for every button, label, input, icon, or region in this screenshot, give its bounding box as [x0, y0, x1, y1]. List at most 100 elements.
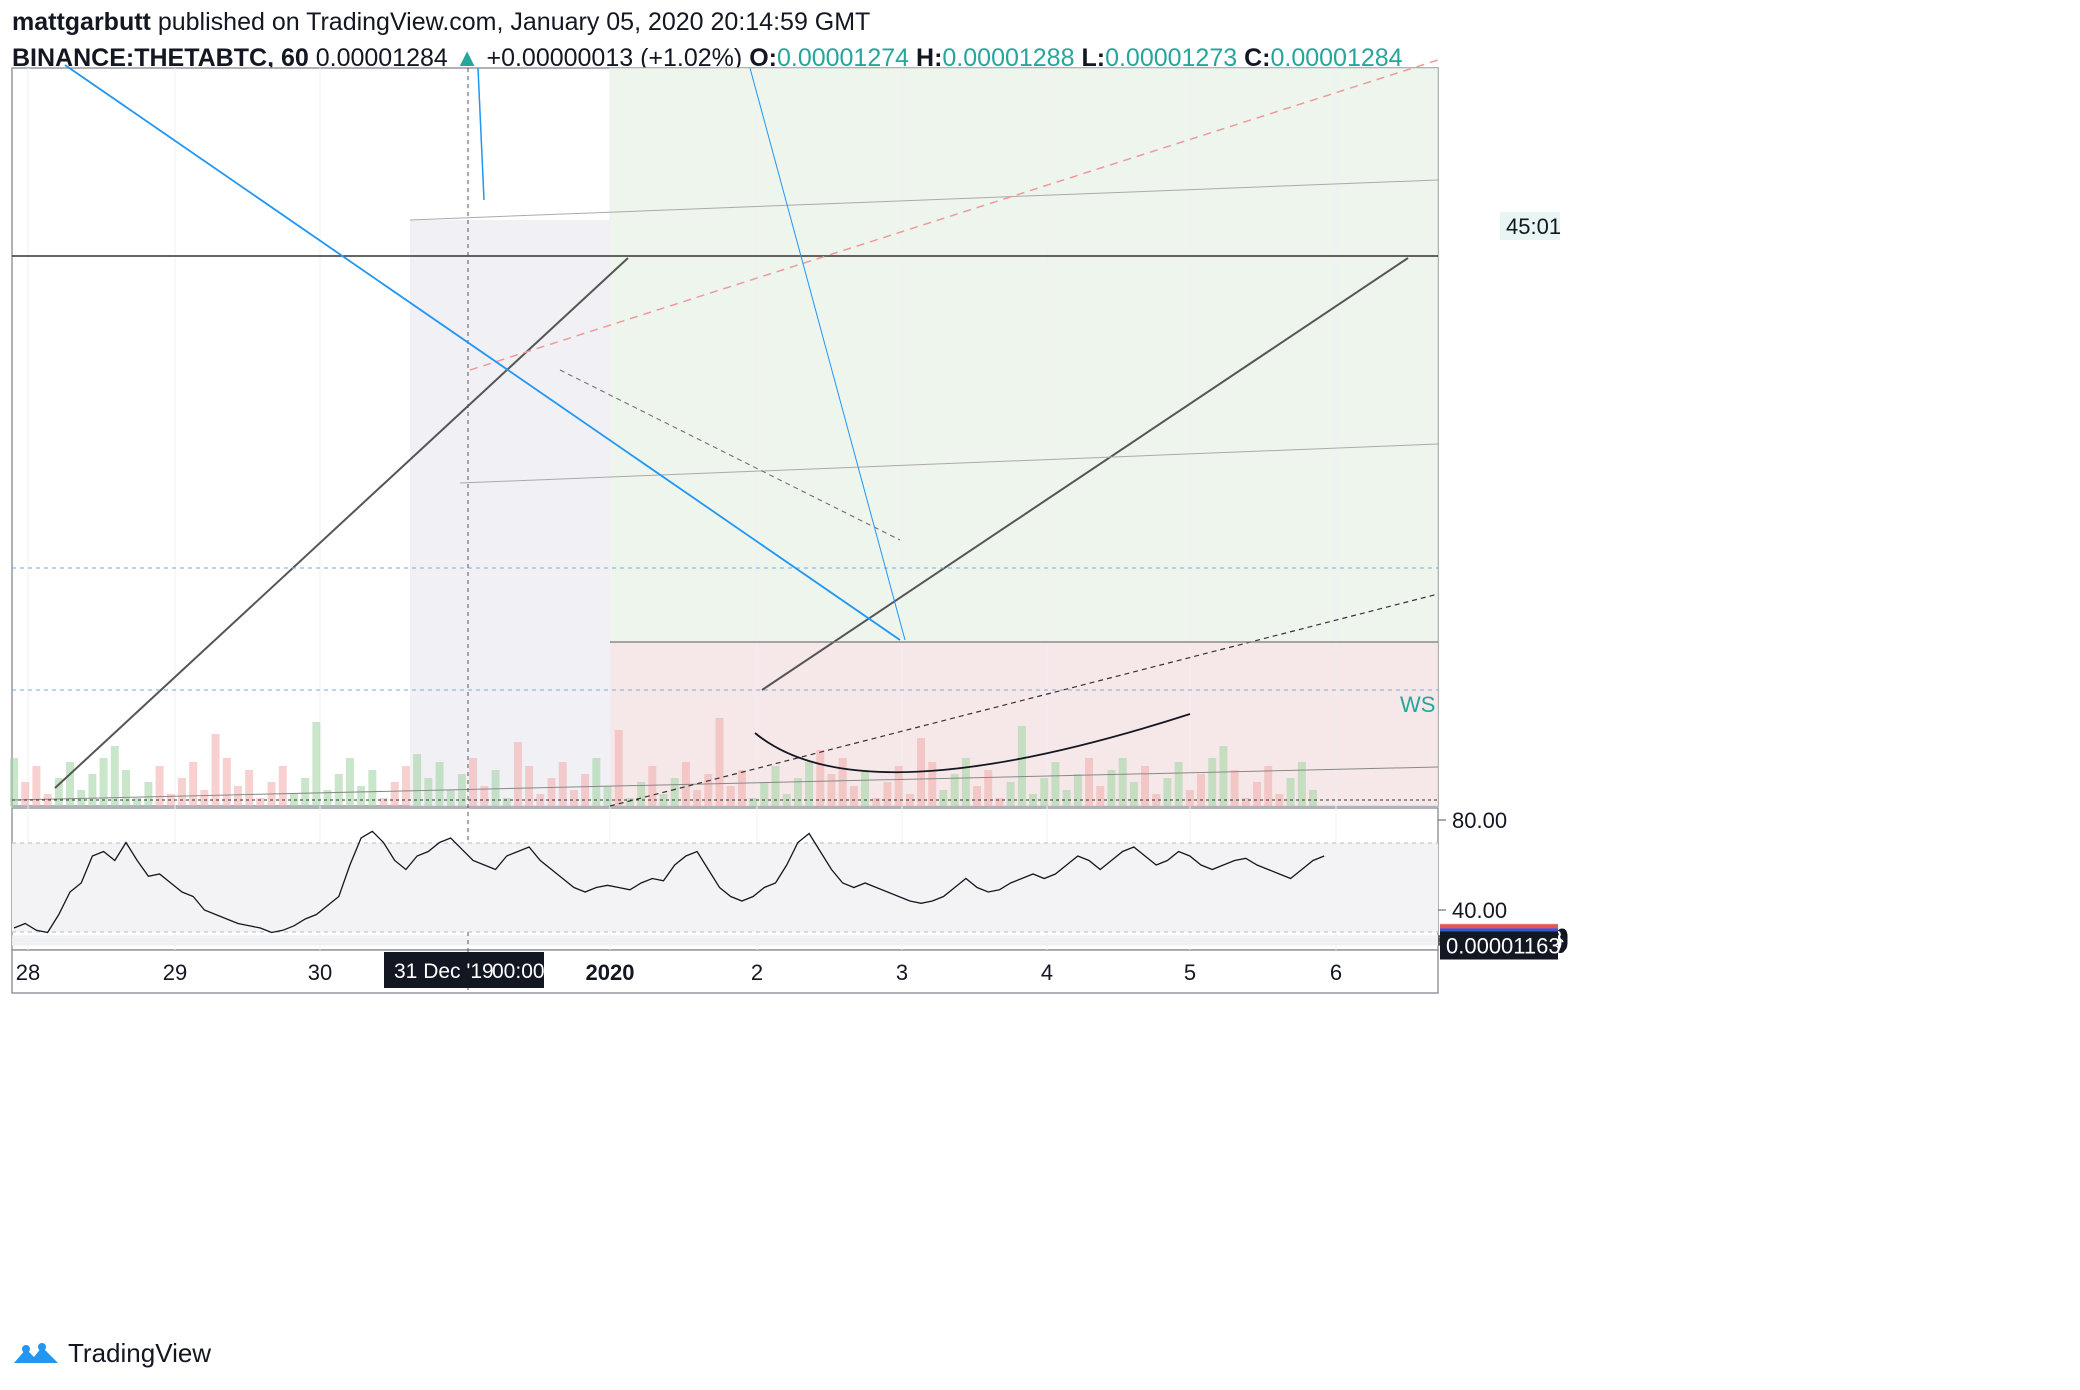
time-tick-label: 4 — [1041, 960, 1053, 985]
rsi-band — [12, 843, 1438, 932]
volume-bar — [928, 762, 937, 806]
volume-bar — [1096, 786, 1105, 806]
volume-bar — [54, 778, 63, 806]
volume-bar — [144, 782, 153, 806]
footer-brand[interactable]: TradingView — [68, 1338, 212, 1368]
volume-bar — [323, 790, 332, 806]
time-axis — [11, 949, 1439, 994]
price-label-bg — [1500, 212, 1560, 240]
volume-bar — [771, 766, 780, 806]
volume-bar — [357, 786, 366, 806]
volume-bar — [99, 758, 108, 806]
channel-bottom — [11, 766, 1439, 801]
dashed-down — [559, 369, 901, 541]
volume-bar — [200, 790, 209, 806]
volume-bar — [121, 770, 130, 806]
rsi-tick-label: 40.00 — [1452, 898, 1507, 923]
volume-bar — [256, 798, 265, 806]
time-tick-label: 2020 — [586, 960, 635, 985]
dashed-support — [609, 593, 1439, 807]
volume-bar — [749, 798, 758, 806]
volume-bar — [1051, 762, 1060, 806]
volume-bar — [233, 786, 242, 806]
volume-bar — [693, 790, 702, 806]
crosshair-time-bg — [384, 952, 544, 988]
trendline-up — [54, 257, 629, 789]
volume-bar — [592, 758, 601, 806]
volume-bar — [1085, 758, 1094, 806]
volume-bar — [368, 770, 377, 806]
volume-bar — [334, 774, 343, 806]
time-tick-label: 2 — [751, 960, 763, 985]
volume-bar — [1253, 782, 1262, 806]
volume-bar — [883, 782, 892, 806]
volume-bar — [581, 774, 590, 806]
channel-mid — [459, 443, 1439, 484]
volume-bar — [737, 770, 746, 806]
channel-top — [409, 179, 1439, 221]
price-label: 45:01 — [1506, 214, 1561, 239]
profit-zone — [610, 68, 1438, 642]
volume-bar — [189, 762, 198, 806]
volume-bar — [446, 790, 455, 806]
dashed-resistance — [469, 59, 1439, 371]
volume-bar — [177, 778, 186, 806]
rsi-tick-label: 80.00 — [1452, 808, 1507, 833]
volume-bar — [973, 786, 982, 806]
author-name[interactable]: mattgarbutt — [12, 8, 151, 36]
trendline-support — [761, 257, 1409, 691]
time-tick-label: 5 — [1184, 960, 1196, 985]
volume-bar — [894, 766, 903, 806]
volume-bar — [950, 774, 959, 806]
volume-bar — [278, 766, 287, 806]
volume-bar — [704, 774, 713, 806]
volume-bar — [222, 758, 231, 806]
volume-bar — [401, 766, 410, 806]
volume-bar — [1006, 782, 1015, 806]
volume-bar — [1208, 758, 1217, 806]
volume-bar — [480, 786, 489, 806]
volume-bar — [1174, 762, 1183, 806]
volume-bar — [1141, 766, 1150, 806]
volume-bar — [1062, 790, 1071, 806]
volume-bar — [1297, 762, 1306, 806]
volume-bar — [715, 718, 724, 806]
volume-bar — [435, 762, 444, 806]
volume-bar — [1040, 778, 1049, 806]
volume-bar — [670, 778, 679, 806]
volume-bar — [793, 778, 802, 806]
published-text: published on TradingView.com, January 05… — [157, 8, 871, 36]
crosshair-date: 31 Dec '19 — [394, 960, 494, 983]
volume-bar — [569, 790, 578, 806]
blue-fan-line — [749, 67, 906, 641]
volume-bar — [424, 778, 433, 806]
volume-bar — [726, 786, 735, 806]
volume-bar — [625, 798, 634, 806]
volume-bar — [491, 770, 500, 806]
volume-bar — [88, 774, 97, 806]
volume-bar — [413, 754, 422, 806]
volume-bar — [1264, 766, 1273, 806]
volume-bar — [637, 782, 646, 806]
volume-bar — [984, 770, 993, 806]
volume-bar — [603, 786, 612, 806]
tradingview-logo-icon[interactable] — [12, 1341, 60, 1367]
price-label-bg — [1440, 931, 1558, 960]
volume-bar — [379, 798, 388, 806]
volume-bar — [872, 798, 881, 806]
volume-bar — [469, 758, 478, 806]
rsi-line — [13, 830, 1325, 934]
volume-bar — [1129, 782, 1138, 806]
time-tick-label: 30 — [308, 960, 332, 985]
volume-bar — [155, 766, 164, 806]
volume-bar — [1241, 798, 1250, 806]
grey-zone — [410, 220, 610, 806]
volume-bar — [10, 758, 18, 806]
volume-bar — [1286, 778, 1295, 806]
annotation-ws: WS — [1400, 692, 1435, 717]
volume-bar — [760, 782, 769, 806]
volume-bar — [502, 798, 511, 806]
volume-bar — [211, 734, 220, 806]
volume-bar — [1309, 790, 1317, 806]
